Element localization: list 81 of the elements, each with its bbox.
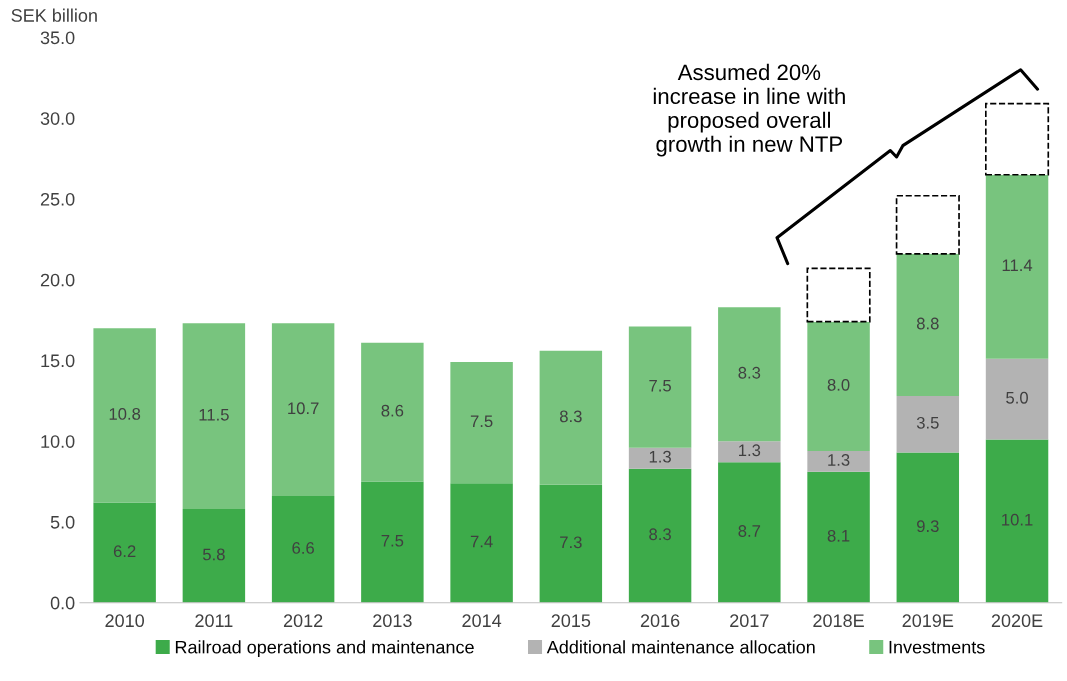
bar	[271, 323, 335, 497]
legend-label: Investments	[889, 640, 985, 654]
bar	[896, 253, 960, 396]
legend-label: Railroad operations and maintenance	[175, 640, 474, 658]
data-label: 1.3	[739, 444, 761, 457]
data-label: 10.7	[288, 402, 319, 415]
data-label: 10.8	[109, 408, 141, 420]
data-label: 11.4	[1002, 259, 1033, 272]
bar	[539, 484, 603, 603]
data-label: 6.2	[113, 545, 136, 558]
bar	[450, 362, 513, 484]
x-tick-label: 2010	[105, 614, 145, 628]
bar	[182, 323, 246, 510]
data-label: 5.8	[202, 548, 225, 561]
bar	[895, 194, 960, 255]
x-tick-label: 2017	[730, 614, 769, 628]
bar	[718, 441, 781, 463]
bar	[361, 481, 424, 603]
bar	[718, 462, 781, 603]
x-tick-label: 2011	[195, 614, 233, 628]
y-tick-label: 20.0	[40, 273, 75, 287]
bar	[361, 342, 424, 482]
x-tick-label: 2016	[640, 614, 680, 628]
x-tick-label: 2012	[283, 614, 323, 628]
data-label: 7.5	[649, 379, 671, 392]
y-tick-label: 35.0	[40, 31, 75, 45]
bar	[984, 102, 1050, 176]
x-tick-label: 2014	[462, 614, 502, 628]
legend-label: Additional maintenance allocation	[546, 640, 815, 654]
bar	[271, 496, 335, 603]
data-label: 1.3	[828, 454, 850, 466]
data-label: 8.8	[916, 317, 939, 330]
x-tick-label: 2019E	[902, 614, 954, 628]
bar	[718, 307, 781, 442]
y-tick-label: 30.0	[40, 112, 75, 125]
y-tick-label: 15.0	[41, 354, 75, 368]
x-tick-label: 2013	[373, 614, 412, 628]
bar	[985, 439, 1049, 603]
bar	[628, 468, 692, 603]
data-label: 6.6	[292, 542, 314, 554]
bar	[985, 358, 1049, 440]
data-label: 8.3	[559, 410, 582, 423]
y-tick-label: 25.0	[40, 192, 75, 206]
data-label: 10.1	[1002, 513, 1033, 526]
bar	[807, 450, 870, 472]
x-tick-label: 2018E	[813, 614, 864, 628]
data-label: 9.3	[917, 520, 939, 533]
y-tick-label: 5.0	[50, 515, 75, 529]
data-label: 8.6	[381, 404, 404, 417]
bar	[807, 471, 870, 603]
bar	[807, 321, 870, 451]
bar	[93, 328, 156, 503]
bar	[806, 267, 871, 323]
x-tick-label: 2020E	[991, 614, 1043, 628]
annotation: Assumed 20% increase in line with proposed overall growth in new NTP	[653, 63, 845, 157]
bar	[182, 509, 246, 603]
data-label: 8.3	[738, 366, 761, 379]
data-label: 5.0	[1006, 391, 1028, 404]
data-label: 8.1	[827, 529, 850, 542]
data-label: 1.3	[649, 450, 671, 463]
x-tick-label: 2015	[551, 614, 591, 628]
data-label: 8.0	[827, 378, 850, 391]
y-axis-title: SEK billion	[11, 8, 97, 22]
bar	[896, 395, 960, 453]
data-label: 8.3	[649, 528, 671, 541]
bar	[628, 447, 692, 469]
bar	[450, 483, 513, 603]
bar	[985, 174, 1049, 359]
data-label: 3.5	[916, 416, 939, 429]
bar	[628, 326, 692, 448]
bar	[539, 350, 603, 485]
data-label: 11.5	[199, 409, 229, 421]
bar	[896, 452, 960, 603]
bar	[93, 502, 156, 603]
data-label: 7.5	[470, 415, 493, 428]
data-label: 7.3	[560, 536, 582, 549]
data-label: 8.7	[738, 525, 761, 537]
data-label: 7.4	[470, 535, 493, 548]
y-tick-label: 10.0	[41, 435, 75, 448]
data-label: 7.5	[381, 534, 404, 547]
y-tick-label: 0.0	[50, 596, 75, 610]
